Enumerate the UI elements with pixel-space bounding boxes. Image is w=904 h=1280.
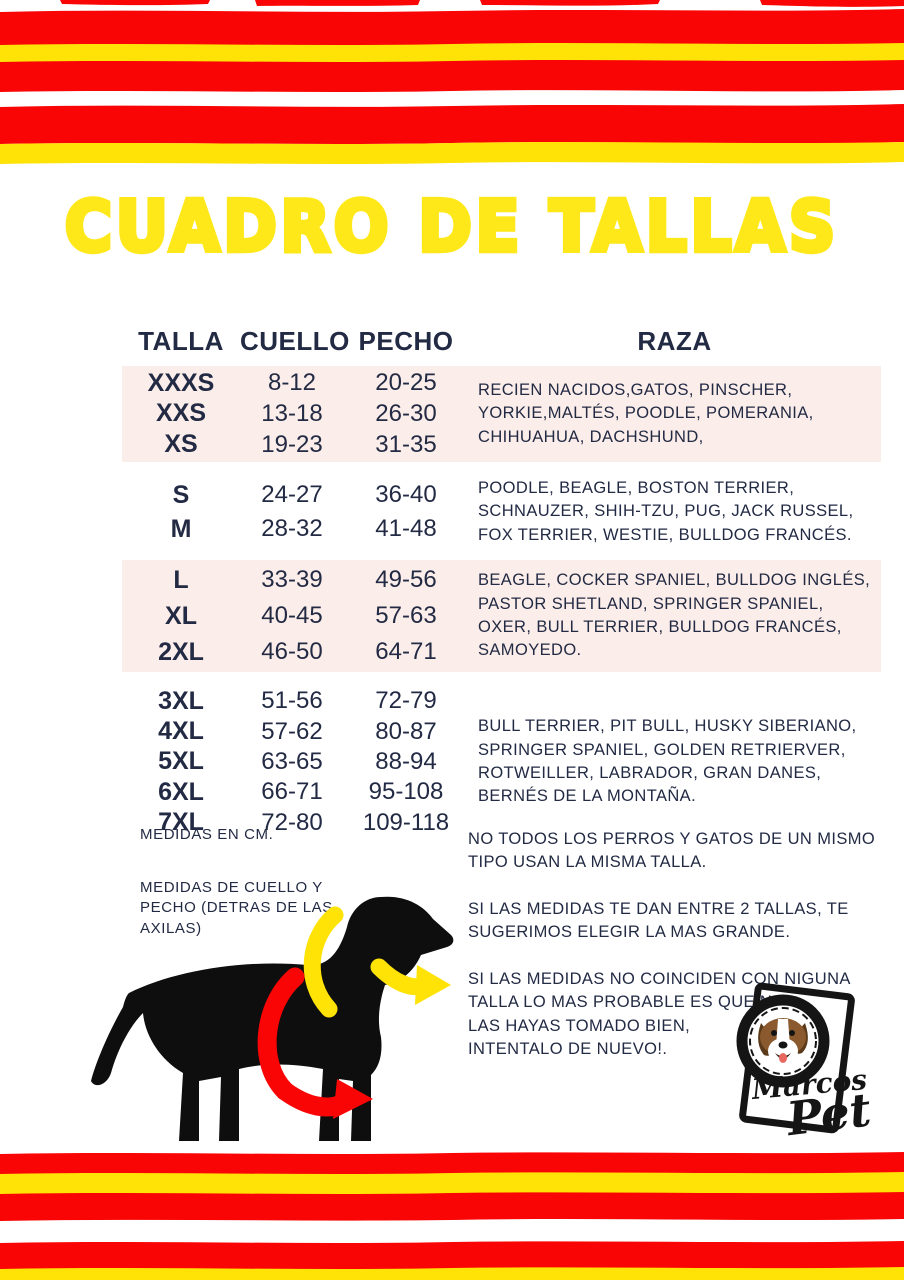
raza-text: RECIEN NACIDOS,GATOS, PINSCHER, YORKIE,M…	[478, 380, 814, 446]
tip-same-type: NO TODOS LOS PERROS Y GATOS DE UN MISMO …	[468, 830, 876, 872]
cuello-value: 57-62	[261, 717, 323, 745]
size-label: XXXS	[147, 368, 215, 397]
page-title: CUADRO DE TALLAS	[62, 185, 840, 270]
cuello-value: 24-27	[261, 481, 323, 508]
size-label: XS	[164, 430, 198, 459]
header-raza: RAZA	[637, 326, 712, 356]
cuello-value: 46-50	[261, 638, 323, 665]
tip-no-match: SI LAS MEDIDAS NO COINCIDEN CON NIGUNA T…	[468, 969, 850, 1058]
size-label: 5XL	[158, 747, 204, 776]
pecho-value: 26-30	[375, 399, 437, 427]
note-units: MEDIDAS EN CM.	[140, 826, 274, 843]
cuello-value: 72-80	[261, 808, 323, 836]
header-cuello: CUELLO	[240, 326, 350, 356]
table-header-row: TALLA CUELLO PECHO RAZA	[122, 326, 881, 366]
pecho-value: 80-87	[375, 717, 437, 745]
size-label: S	[172, 480, 190, 509]
pecho-column: 72-79 80-87 88-94 95-108 109-118	[344, 686, 468, 838]
size-group-xxxs-xs: XXXS XXS XS 8-12 13-18 19-23 20-25 26-30…	[122, 366, 881, 462]
logo-text-line2: Pet	[782, 1082, 874, 1146]
size-label: XXS	[155, 399, 207, 428]
pecho-value: 49-56	[375, 566, 437, 593]
cuello-value: 13-18	[261, 399, 323, 427]
cuello-value: 63-65	[261, 747, 323, 775]
cuello-value: 51-56	[261, 687, 323, 715]
size-label: M	[170, 514, 192, 543]
puppy-photo	[736, 994, 830, 1088]
size-label: 4XL	[158, 717, 204, 746]
cuello-column: 24-27 28-32	[240, 478, 344, 546]
pecho-value: 20-25	[375, 369, 437, 397]
cuello-value: 66-71	[261, 778, 323, 806]
pecho-value: 31-35	[375, 430, 437, 458]
cuello-value: 40-45	[261, 602, 323, 629]
pecho-column: 49-56 57-63 64-71	[344, 562, 468, 670]
size-group-3xl-7xl: 3XL 4XL 5XL 6XL 7XL 51-56 57-62 63-65 66…	[122, 686, 881, 838]
cuello-value: 8-12	[267, 369, 317, 397]
pecho-column: 20-25 26-30 31-35	[344, 368, 468, 460]
size-label: XL	[165, 601, 197, 630]
raza-text: BEAGLE, COCKER SPANIEL, BULLDOG INGLÉS, …	[478, 571, 871, 660]
talla-column: L XL 2XL	[122, 562, 240, 670]
header-talla: TALLA	[138, 326, 224, 356]
pecho-column: 36-40 41-48	[344, 478, 468, 546]
fit-tips: NO TODOS LOS PERROS Y GATOS DE UN MISMO …	[468, 828, 892, 1084]
tip-between-sizes: SI LAS MEDIDAS TE DAN ENTRE 2 TALLAS, TE…	[468, 899, 849, 942]
cuello-value: 28-32	[261, 515, 323, 542]
pecho-value: 72-79	[375, 687, 437, 715]
size-group-l-2xl: L XL 2XL 33-39 40-45 46-50 49-56 57-63 6…	[122, 560, 881, 672]
raza-text: POODLE, BEAGLE, BOSTON TERRIER, SCHNAUZE…	[478, 478, 854, 544]
size-label: 2XL	[158, 637, 204, 666]
talla-column: S M	[122, 478, 240, 546]
cuello-column: 51-56 57-62 63-65 66-71 72-80	[240, 686, 344, 838]
size-table: TALLA CUELLO PECHO RAZA XXXS XXS XS 8-12…	[122, 326, 881, 838]
size-label: 7XL	[158, 808, 204, 837]
size-label: L	[173, 565, 189, 594]
pecho-value: 36-40	[375, 481, 437, 508]
chest-measure-arrow	[257, 967, 373, 1119]
talla-column: XXXS XXS XS	[122, 368, 240, 460]
cuello-column: 8-12 13-18 19-23	[240, 368, 344, 460]
talla-column: 3XL 4XL 5XL 6XL 7XL	[122, 686, 240, 838]
pecho-value: 57-63	[375, 602, 437, 629]
brush-stripes-bottom	[0, 1152, 904, 1280]
size-label: 6XL	[158, 777, 204, 806]
pecho-value: 109-118	[362, 808, 450, 836]
cuello-value: 33-39	[261, 566, 323, 593]
raza-text: BULL TERRIER, PIT BULL, HUSKY SIBERIANO,…	[478, 717, 857, 806]
size-group-s-m: S M 24-27 28-32 36-40 41-48 POODLE, BEAG…	[122, 478, 881, 546]
header-pecho: PECHO	[358, 326, 454, 356]
cuello-column: 33-39 40-45 46-50	[240, 562, 344, 670]
neck-measure-arrow	[303, 906, 451, 1018]
size-label: 3XL	[158, 686, 204, 715]
note-how-to-measure: MEDIDAS DE CUELLO Y PECHO (DETRAS DE LAS…	[140, 879, 333, 937]
pecho-value: 95-108	[368, 778, 444, 806]
pecho-value: 88-94	[375, 747, 437, 775]
marcos-pet-logo: Marcos Pet	[736, 983, 874, 1146]
cuello-value: 19-23	[261, 430, 323, 458]
dog-measurement-diagram	[91, 896, 454, 1141]
pecho-value: 41-48	[375, 515, 437, 542]
pecho-value: 64-71	[375, 638, 437, 665]
brush-stripes-top	[0, 0, 904, 164]
